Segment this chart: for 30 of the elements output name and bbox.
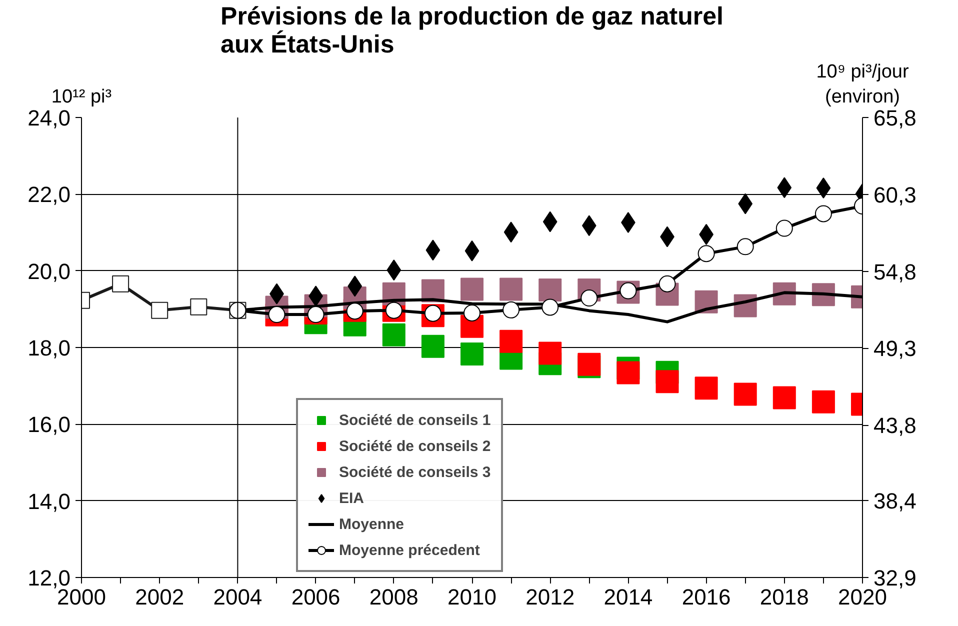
y-axis-title: 10¹² pi³ (51, 86, 112, 108)
legend-label: Société de conseils 1 (339, 412, 491, 428)
y-tick-label: 20,0 (28, 258, 71, 284)
legend-label: Moyenne précedent (339, 542, 480, 558)
y-tick-label: 22,0 (28, 182, 71, 208)
x-tick-label: 2006 (291, 584, 340, 610)
y2-tick-label: 60,3 (874, 182, 916, 208)
y-tick-label: 14,0 (28, 488, 71, 514)
x-tick-label: 2014 (604, 584, 653, 610)
y2-tick-label: 54,8 (874, 259, 916, 284)
legend-label: EIA (339, 490, 364, 506)
y-tick-label: 24,0 (28, 106, 71, 130)
y-tick-label: 18,0 (28, 336, 71, 360)
x-tick-label: 2010 (448, 584, 496, 610)
y-tick-label: 16,0 (28, 412, 71, 438)
x-tick-label: 2002 (135, 584, 184, 610)
legend-label: Moyenne (339, 516, 404, 532)
x-tick-label: 2004 (213, 584, 262, 610)
legend-label: Société de conseils 2 (339, 438, 491, 454)
x-tick-label: 2018 (760, 584, 809, 610)
x-tick-label: 2008 (369, 584, 418, 610)
y2-tick-label: 65,8 (874, 106, 916, 130)
y2-axis-title: 10⁹ pi³/jour (environ) (816, 61, 910, 108)
y2-tick-label: 49,3 (874, 336, 916, 362)
y2-tick-label: 38,4 (874, 488, 916, 514)
chart-title: Prévisions de la production de gaz naturel aux États-Unis (220, 2, 724, 58)
x-tick-label: 2012 (526, 584, 575, 610)
y2-tick-label: 43,8 (874, 413, 916, 438)
x-tick-label: 2016 (682, 584, 731, 610)
legend-label: Société de conseils 3 (339, 464, 491, 480)
